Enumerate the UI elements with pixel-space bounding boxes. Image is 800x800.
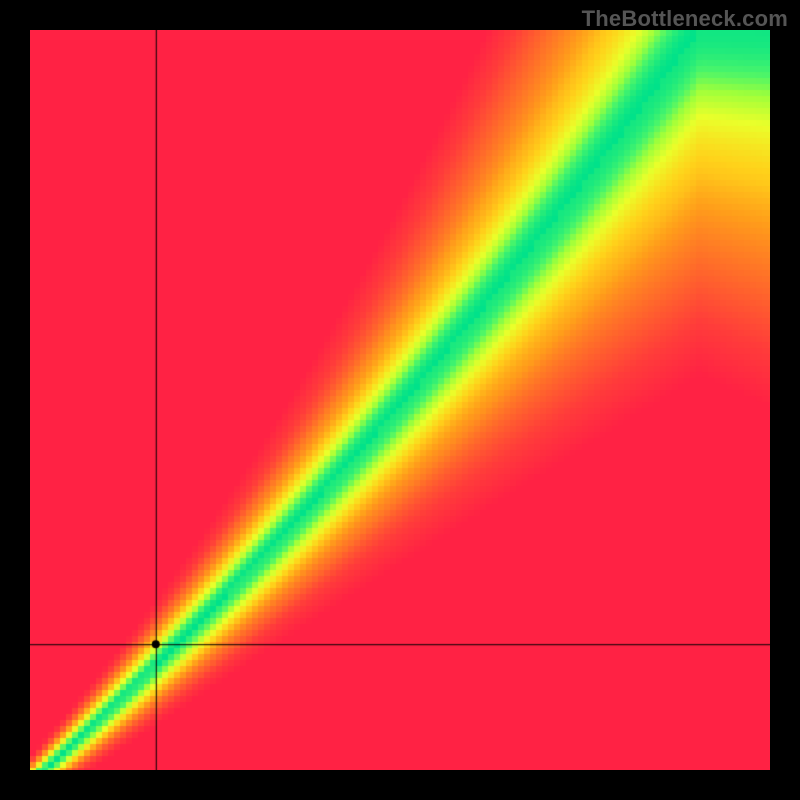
source-watermark: TheBottleneck.com [582, 6, 788, 32]
chart-frame: TheBottleneck.com [0, 0, 800, 800]
heatmap-plot-area [30, 30, 770, 770]
heatmap-canvas [30, 30, 770, 770]
